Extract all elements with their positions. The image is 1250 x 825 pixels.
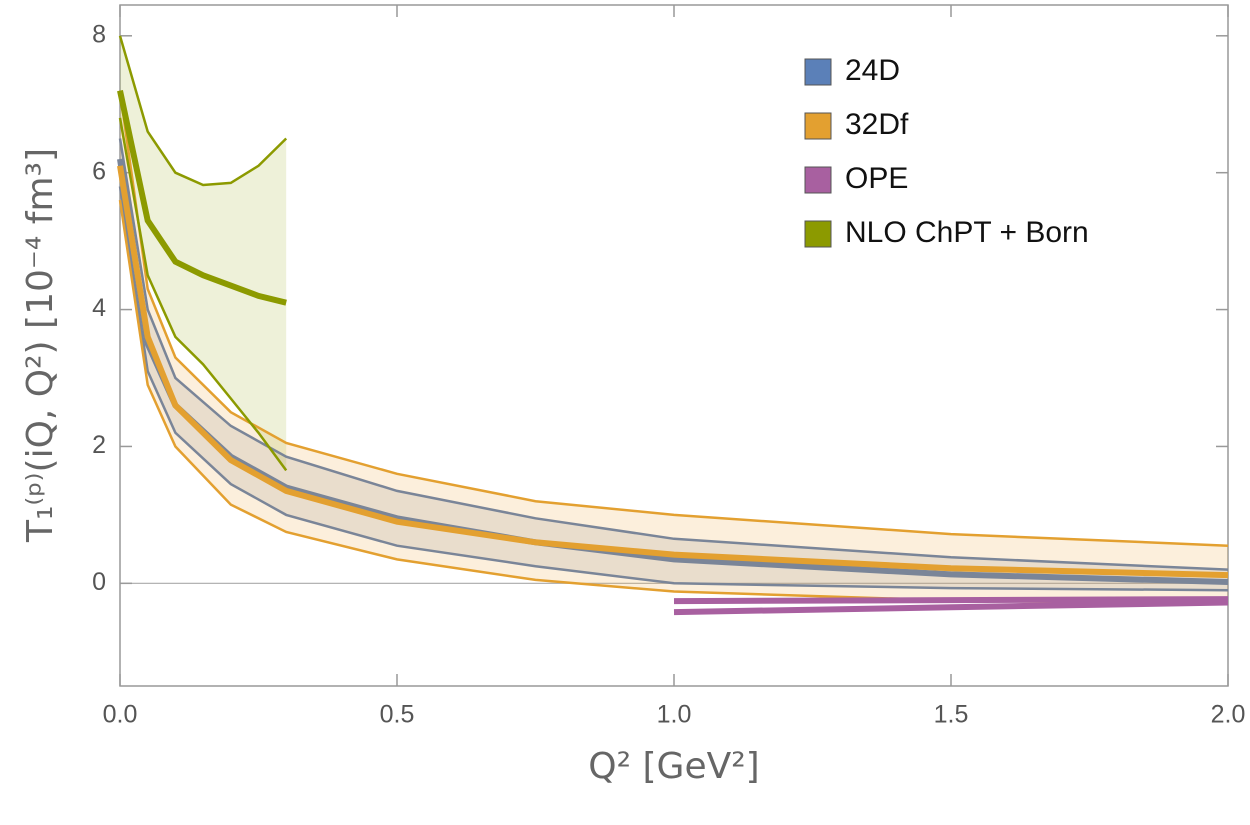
- y-tick-label: 6: [92, 157, 106, 185]
- x-tick-label: 0.0: [103, 701, 138, 729]
- legend-swatch: [804, 112, 832, 140]
- y-tick-label: 8: [92, 20, 106, 48]
- legend-swatch: [804, 166, 832, 194]
- y-tick-label: 4: [92, 294, 106, 322]
- legend-label: 24D: [845, 54, 900, 87]
- band-area: [120, 35, 287, 471]
- band-edge: [118, 199, 1229, 606]
- y-tick-label: 2: [92, 431, 106, 459]
- x-tick-label: 1.0: [657, 701, 692, 729]
- band-area: [120, 90, 1228, 604]
- legend-label: NLO ChPT + Born: [845, 216, 1089, 249]
- x-tick-label: 0.5: [380, 701, 415, 729]
- x-axis-label: Q² [GeV²]: [588, 746, 759, 787]
- legend-label: OPE: [845, 162, 908, 195]
- legend-swatch: [804, 58, 832, 86]
- x-tick-label: 2.0: [1211, 701, 1246, 729]
- y-tick-label: 0: [92, 568, 106, 596]
- x-tick-label: 1.5: [934, 701, 969, 729]
- band-edge: [118, 35, 288, 187]
- band-edge: [118, 90, 1229, 547]
- central-line: [117, 89, 287, 306]
- band-edge: [118, 117, 288, 472]
- band-edge: [118, 186, 1229, 592]
- legend-label: 32Df: [845, 108, 909, 141]
- band-edge: [673, 599, 1229, 616]
- y-axis-label: T₁⁽ᵖ⁾(iQ, Q²) [10⁻⁴ fm³]: [20, 148, 61, 543]
- band-edge: [673, 596, 1229, 605]
- central-line: [117, 165, 1229, 579]
- band-edge: [118, 138, 1229, 571]
- legend-swatch: [804, 220, 832, 248]
